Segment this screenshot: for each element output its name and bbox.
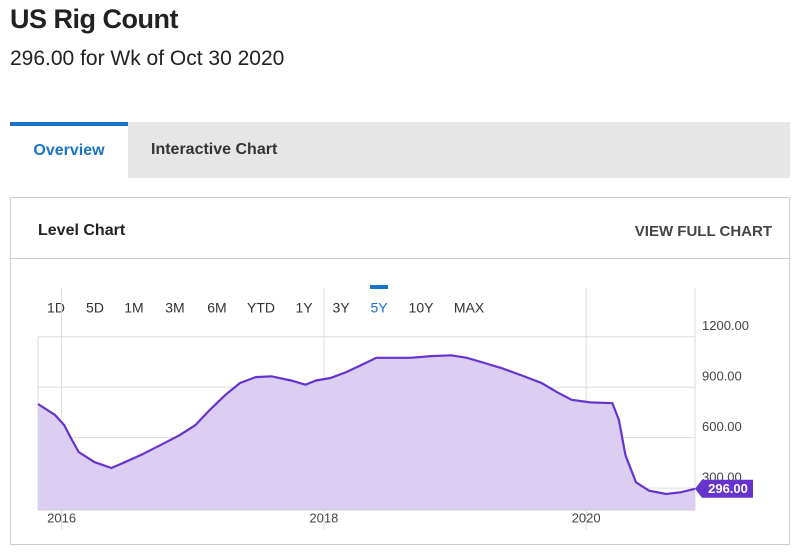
range-button[interactable]: 1D	[47, 300, 65, 316]
tab[interactable]: Overview	[10, 122, 128, 178]
range-button[interactable]: 3Y	[332, 300, 350, 316]
range-button[interactable]: 1Y	[295, 300, 313, 316]
range-button[interactable]: 6M	[207, 300, 226, 316]
page-subtitle: 296.00 for Wk of Oct 30 2020	[10, 47, 285, 70]
card: Level Chart VIEW FULL CHART	[10, 197, 790, 545]
range-button[interactable]: MAX	[454, 300, 485, 316]
range-button[interactable]: 3M	[165, 300, 184, 316]
card-header: Level Chart VIEW FULL CHART	[11, 198, 789, 259]
range-button[interactable]: 1M	[124, 300, 143, 316]
area	[38, 355, 695, 510]
y-tick-label: 900.00	[702, 369, 742, 384]
page-title: US Rig Count	[10, 4, 178, 34]
y-tick-label: 1200.00	[702, 318, 749, 333]
x-tick-label: 2020	[572, 510, 601, 525]
x-tick-label: 2016	[47, 510, 76, 525]
range-button[interactable]: 5Y	[370, 300, 388, 316]
card-title: Level Chart	[38, 222, 126, 239]
view-full-chart[interactable]: VIEW FULL CHART	[634, 223, 772, 240]
value-badge-label: 296.00	[708, 481, 748, 496]
line	[37, 354, 696, 496]
range-button[interactable]: 10Y	[409, 300, 435, 316]
range-button[interactable]: 5D	[86, 300, 104, 316]
range-button[interactable]: YTD	[247, 300, 275, 316]
x-tick-label: 2018	[309, 510, 338, 525]
range-indicator	[370, 285, 388, 289]
tab[interactable]: Interactive Chart	[151, 141, 278, 158]
y-tick-label: 600.00	[702, 419, 742, 434]
value-badge	[695, 479, 753, 498]
tab-bar: Overview Interactive Chart	[10, 122, 790, 178]
